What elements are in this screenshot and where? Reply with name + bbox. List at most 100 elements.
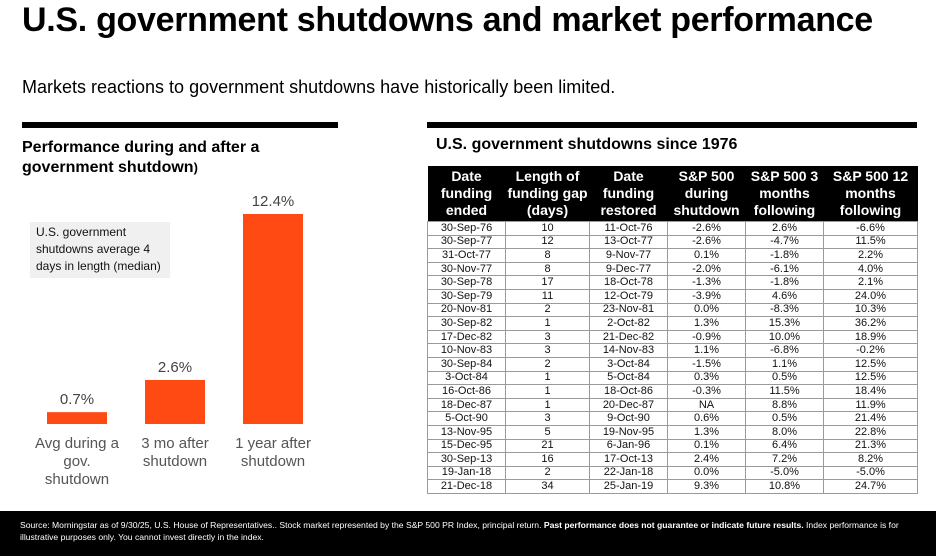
table-cell: 23-Nov-81 <box>589 302 668 318</box>
table-cell: 11.9% <box>823 397 918 413</box>
table-cell: 1 <box>505 384 590 399</box>
table-cell: 1 <box>505 370 590 386</box>
table-row: 19-Jan-18 2 22-Jan-18 0.0% -5.0% -5.0% <box>427 465 918 481</box>
table-cell: 4.6% <box>745 288 824 304</box>
table-row: 21-Dec-18 34 25-Jan-19 9.3% 10.8% 24.7% <box>427 479 918 494</box>
table-cell: 2.6% <box>745 221 824 236</box>
table-row: 30-Sep-78 17 18-Oct-78 -1.3% -1.8% 2.1% <box>427 275 918 290</box>
column-header: Date funding restored <box>589 166 668 222</box>
table-cell: 3-Oct-84 <box>427 370 506 386</box>
table-cell: -1.8% <box>745 248 824 263</box>
table-cell: -6.6% <box>823 221 918 236</box>
table-row: 30-Sep-84 2 3-Oct-84 -1.5% 1.1% 12.5% <box>427 356 918 372</box>
table-cell: 20-Dec-87 <box>589 397 668 413</box>
table-cell: 30-Sep-13 <box>427 452 506 467</box>
table-cell: 21-Dec-82 <box>589 329 668 345</box>
category-label: Avg during a gov. shutdown <box>35 435 120 488</box>
table-cell: -0.9% <box>667 329 746 345</box>
left-divider-bar <box>22 122 338 128</box>
table-cell: 10-Nov-83 <box>427 343 506 358</box>
table-cell: 16 <box>505 452 590 467</box>
table-row: 30-Sep-13 16 17-Oct-13 2.4% 7.2% 8.2% <box>427 452 918 467</box>
table-cell: 30-Sep-77 <box>427 234 506 250</box>
table-cell: 2.2% <box>823 248 918 263</box>
table-cell: 17 <box>505 275 590 290</box>
table-row: 30-Sep-76 10 11-Oct-76 -2.6% 2.6% -6.6% <box>427 221 918 236</box>
footer-bold-text: Past performance does not guarantee or i… <box>543 520 804 530</box>
table-row: 31-Oct-77 8 9-Nov-77 0.1% -1.8% 2.2% <box>427 248 918 263</box>
table-cell: 11.5% <box>745 384 824 399</box>
table-cell: -4.7% <box>745 234 824 250</box>
footer-source-text: Source: Morningstar as of 9/30/25, U.S. … <box>20 520 544 530</box>
table-cell: 10.3% <box>823 302 918 318</box>
table-cell: 0.1% <box>667 438 746 454</box>
table-cell: 9-Oct-90 <box>589 411 668 426</box>
table-cell: 24.7% <box>823 479 918 494</box>
table-row: 10-Nov-83 3 14-Nov-83 1.1% -6.8% -0.2% <box>427 343 918 358</box>
page-subtitle: Markets reactions to government shutdown… <box>22 77 616 97</box>
table-cell: 30-Nov-77 <box>427 261 506 277</box>
table-cell: -8.3% <box>745 302 824 318</box>
table-cell: 12 <box>505 234 590 250</box>
table-row: 3-Oct-84 1 5-Oct-84 0.3% 0.5% 12.5% <box>427 370 918 386</box>
table-cell: 8 <box>505 248 590 263</box>
table-cell: 13-Oct-77 <box>589 234 668 250</box>
table-cell: 9.3% <box>667 479 746 494</box>
table-cell: 8 <box>505 261 590 277</box>
table-cell: -0.2% <box>823 343 918 358</box>
table-cell: 2 <box>505 465 590 481</box>
table-cell: 9-Nov-77 <box>589 248 668 263</box>
table-cell: 13-Nov-95 <box>427 424 506 440</box>
table-row: 13-Nov-95 5 19-Nov-95 1.3% 8.0% 22.8% <box>427 424 918 440</box>
table-cell: 3-Oct-84 <box>589 356 668 372</box>
table-cell: 36.2% <box>823 316 918 331</box>
table-cell: 19-Jan-18 <box>427 465 506 481</box>
table-cell: 8.2% <box>823 452 918 467</box>
table-cell: 18.4% <box>823 384 918 399</box>
table-cell: 5-Oct-84 <box>589 370 668 386</box>
table-heading: U.S. government shutdowns since 1976 <box>436 136 738 153</box>
table-cell: 11 <box>505 288 590 304</box>
chart-heading-text: Performance during and after a governmen… <box>22 139 260 176</box>
table-cell: 10.8% <box>745 479 824 494</box>
table-cell: 21-Dec-18 <box>427 479 506 494</box>
table-cell: 20-Nov-81 <box>427 302 506 318</box>
footer-post-text: Index performance is for illustrative pu… <box>20 520 899 542</box>
table-cell: -1.3% <box>667 275 746 290</box>
table-cell: 11-Oct-76 <box>589 221 668 236</box>
table-cell: 17-Dec-82 <box>427 329 506 345</box>
table-cell: 12.5% <box>823 356 918 372</box>
table-cell: 12-Oct-79 <box>589 288 668 304</box>
table-cell: 18-Oct-86 <box>589 384 668 399</box>
table-row: 30-Nov-77 8 9-Dec-77 -2.0% -6.1% 4.0% <box>427 261 918 277</box>
table-cell: 2 <box>505 302 590 318</box>
table-cell: -2.6% <box>667 234 746 250</box>
table-cell: -2.0% <box>667 261 746 277</box>
table-cell: 15.3% <box>745 316 824 331</box>
table-cell: 0.6% <box>667 411 746 426</box>
table-cell: -5.0% <box>823 465 918 481</box>
category-label: 1 year after shutdown <box>235 435 311 470</box>
table-cell: 17-Oct-13 <box>589 452 668 467</box>
table-cell: 21.4% <box>823 411 918 426</box>
table-cell: NA <box>667 397 746 413</box>
table-cell: 0.5% <box>745 411 824 426</box>
table-cell: 10 <box>505 221 590 236</box>
page-title: U.S. government shutdowns and market per… <box>22 1 873 39</box>
table-cell: 16-Oct-86 <box>427 384 506 399</box>
table-cell: 18.9% <box>823 329 918 345</box>
table-cell: 19-Nov-95 <box>589 424 668 440</box>
table-cell: 30-Sep-79 <box>427 288 506 304</box>
table-cell: -2.6% <box>667 221 746 236</box>
table-row: 30-Sep-79 11 12-Oct-79 -3.9% 4.6% 24.0% <box>427 288 918 304</box>
table-cell: 6.4% <box>745 438 824 454</box>
column-header: Length of funding gap (days) <box>505 166 590 222</box>
table-cell: 30-Sep-78 <box>427 275 506 290</box>
table-cell: 2.4% <box>667 452 746 467</box>
table-cell: -6.1% <box>745 261 824 277</box>
table-cell: 4.0% <box>823 261 918 277</box>
table-cell: 3 <box>505 343 590 358</box>
table-cell: -6.8% <box>745 343 824 358</box>
table-cell: 0.3% <box>667 370 746 386</box>
bar-value-label: 12.4% <box>252 193 295 210</box>
